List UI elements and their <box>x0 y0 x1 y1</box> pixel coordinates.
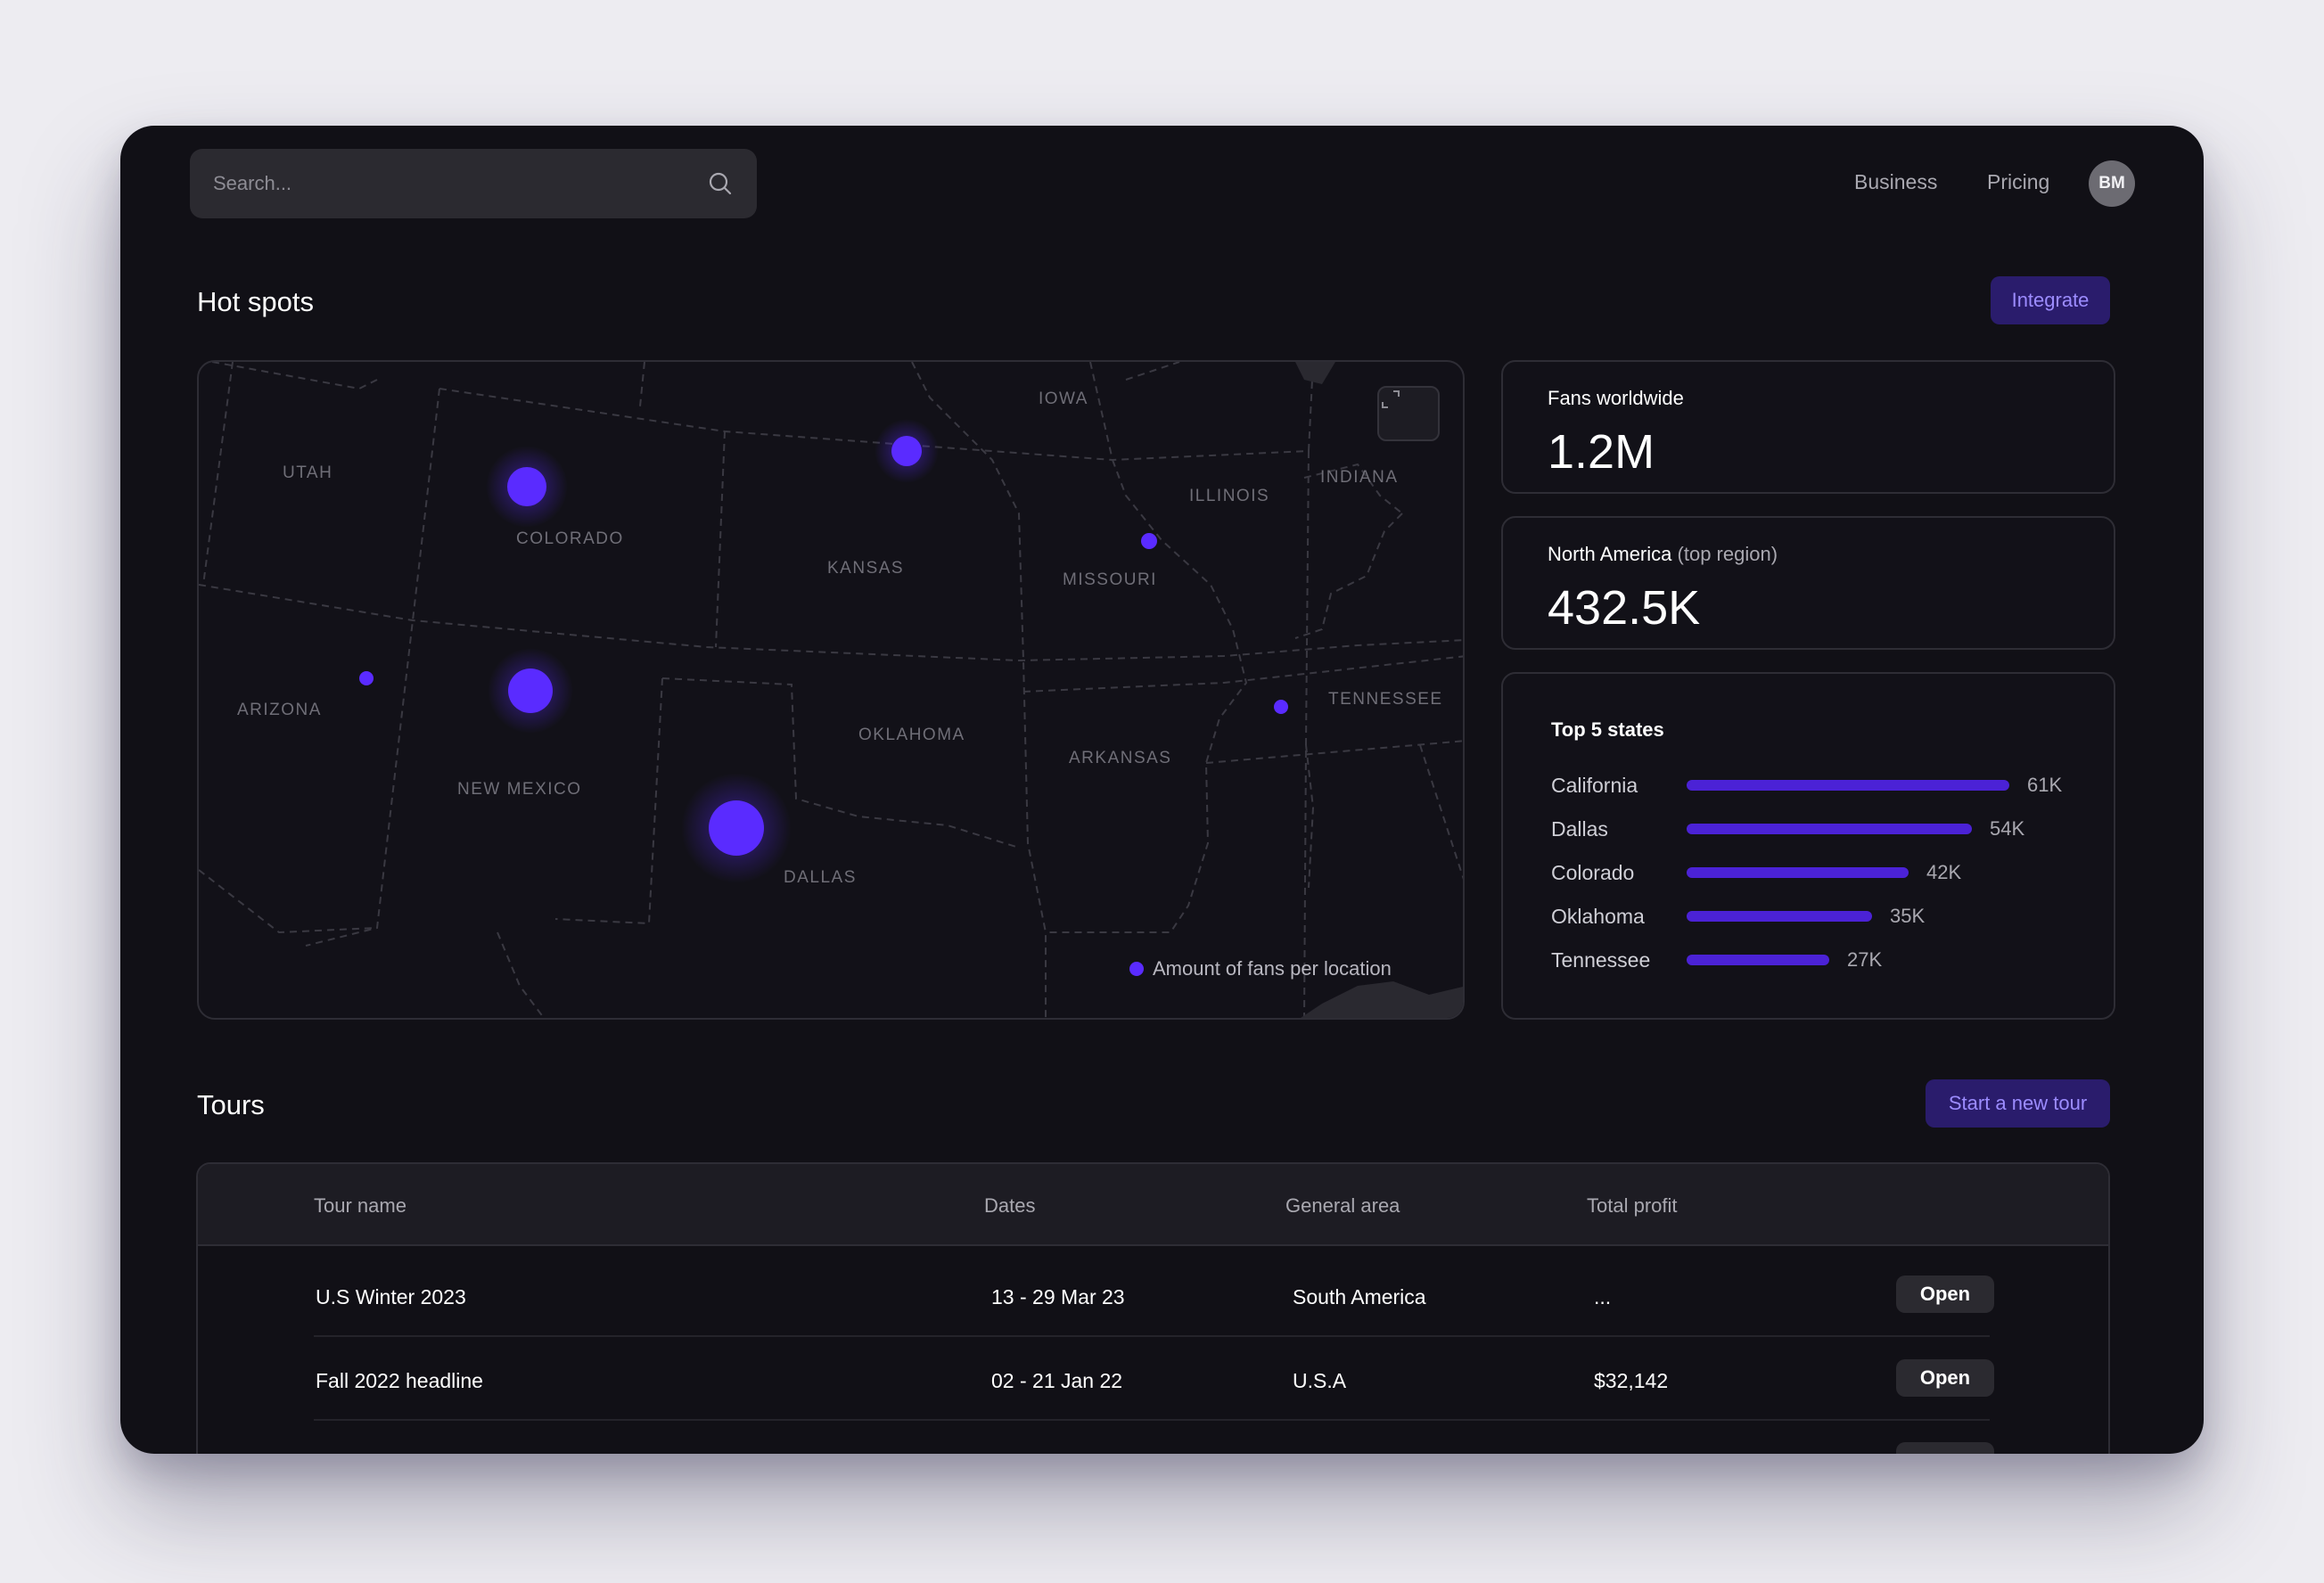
legend-label: Amount of fans per location <box>1153 957 1392 980</box>
app-window: Business Pricing BM Hot spots Integrate <box>120 126 2204 1454</box>
table-row[interactable] <box>314 1421 1994 1454</box>
map-label-dallas: DALLAS <box>784 868 857 887</box>
top-states-title: Top 5 states <box>1551 718 1664 741</box>
map-canvas: UTAH COLORADO KANSAS IOWA ILLINOIS INDIA… <box>199 362 1463 1018</box>
top-region-label: North America (top region) <box>1548 543 1778 566</box>
state-value: 35K <box>1890 905 1926 927</box>
nav-business-link[interactable]: Business <box>1854 170 1938 193</box>
state-bar <box>1687 911 1872 922</box>
tour-area-cell: South America <box>1293 1285 1426 1308</box>
hotspot-colorado[interactable] <box>507 467 546 506</box>
coastline-shape <box>1301 981 1463 1018</box>
map-label-new-mexico: NEW MEXICO <box>457 780 582 799</box>
state-name: Dallas <box>1551 816 1608 841</box>
fans-worldwide-label: Fans worldwide <box>1548 387 1684 409</box>
column-header-total-profit[interactable]: Total profit <box>1587 1194 1678 1217</box>
state-name: Colorado <box>1551 860 1635 884</box>
column-header-tour-name[interactable]: Tour name <box>314 1194 406 1217</box>
hotspot-dallas[interactable] <box>709 800 764 856</box>
state-bar <box>1687 824 1972 834</box>
tour-dates-cell: 02 - 21 Jan 22 <box>991 1369 1123 1392</box>
hotspot-new-mexico[interactable] <box>508 668 553 713</box>
hotspot-missouri[interactable] <box>1141 533 1157 549</box>
nav-pricing-link[interactable]: Pricing <box>1987 170 2050 193</box>
expand-icon <box>1382 390 1400 408</box>
table-row[interactable]: Fall 2022 headline 02 - 21 Jan 22 U.S.A … <box>314 1337 1994 1421</box>
state-name: California <box>1551 773 1638 797</box>
search-bar[interactable] <box>190 149 757 218</box>
integrate-button[interactable]: Integrate <box>1991 276 2110 324</box>
open-tour-button[interactable]: Open <box>1896 1275 1994 1313</box>
search-input[interactable] <box>213 172 707 195</box>
state-row: Colorado 42K <box>1551 859 2086 886</box>
search-icon[interactable] <box>707 170 734 197</box>
hotspot-nebraska[interactable] <box>891 436 922 466</box>
map-label-arizona: ARIZONA <box>237 701 322 719</box>
fan-hotspots <box>359 419 1288 883</box>
state-row: Dallas 54K <box>1551 816 2086 842</box>
column-header-dates[interactable]: Dates <box>984 1194 1036 1217</box>
state-value: 42K <box>1926 861 1962 883</box>
top-region-name: North America <box>1548 543 1672 565</box>
state-bar <box>1687 780 2009 791</box>
map-label-oklahoma: OKLAHOMA <box>858 726 965 744</box>
state-value: 54K <box>1990 817 2025 840</box>
map-label-iowa: IOWA <box>1039 390 1088 408</box>
state-borders <box>199 362 1463 1018</box>
lake-shape <box>1295 362 1335 384</box>
tours-table: Tour name Dates General area Total profi… <box>196 1162 2110 1454</box>
tour-area-cell: U.S.A <box>1293 1369 1347 1392</box>
state-value: 61K <box>2027 774 2063 796</box>
map-label-missouri: MISSOURI <box>1063 570 1157 589</box>
hotspot-arizona[interactable] <box>359 671 374 685</box>
open-tour-button[interactable]: Open <box>1896 1359 1994 1397</box>
map-label-kansas: KANSAS <box>827 559 904 578</box>
tours-title: Tours <box>197 1089 265 1120</box>
tour-dates-cell: 13 - 29 Mar 23 <box>991 1285 1125 1308</box>
map-label-arkansas: ARKANSAS <box>1069 749 1171 767</box>
state-name: Tennessee <box>1551 947 1651 972</box>
expand-map-button[interactable] <box>1377 386 1440 441</box>
map-label-illinois: ILLINOIS <box>1189 487 1269 505</box>
tour-profit-cell: $32,142 <box>1594 1369 1669 1392</box>
table-header: Tour name Dates General area Total profi… <box>198 1164 2108 1246</box>
fans-worldwide-value: 1.2M <box>1548 425 1655 479</box>
open-tour-button[interactable] <box>1896 1442 1994 1454</box>
map-label-tennessee: TENNESSEE <box>1328 690 1443 709</box>
top-region-card: North America (top region) 432.5K <box>1501 516 2115 650</box>
state-bar <box>1687 867 1909 878</box>
hot-spots-map[interactable]: UTAH COLORADO KANSAS IOWA ILLINOIS INDIA… <box>197 360 1465 1020</box>
map-label-indiana: INDIANA <box>1320 468 1399 487</box>
hotspot-tennessee[interactable] <box>1274 700 1288 714</box>
state-bar <box>1687 955 1829 965</box>
state-row: Oklahoma 35K <box>1551 903 2086 930</box>
map-label-colorado: COLORADO <box>516 529 624 548</box>
fans-worldwide-card: Fans worldwide 1.2M <box>1501 360 2115 494</box>
column-header-general-area[interactable]: General area <box>1285 1194 1400 1217</box>
table-row[interactable]: U.S Winter 2023 13 - 29 Mar 23 South Ame… <box>314 1253 1994 1337</box>
tour-profit-cell: ... <box>1594 1285 1612 1308</box>
state-row: California 61K <box>1551 772 2086 799</box>
top-states-card: Top 5 states California 61K Dallas 54K C… <box>1501 672 2115 1020</box>
state-value: 27K <box>1847 948 1883 971</box>
state-row: Tennessee 27K <box>1551 947 2086 973</box>
avatar[interactable]: BM <box>2089 160 2135 207</box>
top-region-value: 432.5K <box>1548 581 1701 635</box>
tour-name-cell: Fall 2022 headline <box>316 1369 483 1392</box>
map-label-utah: UTAH <box>283 463 333 482</box>
hot-spots-title: Hot spots <box>197 286 314 317</box>
legend-dot-icon <box>1129 962 1144 976</box>
tour-name-cell: U.S Winter 2023 <box>316 1285 466 1308</box>
top-region-suffix: (top region) <box>1677 543 1778 565</box>
start-new-tour-button[interactable]: Start a new tour <box>1926 1079 2110 1128</box>
state-name: Oklahoma <box>1551 904 1645 928</box>
state-labels: UTAH COLORADO KANSAS IOWA ILLINOIS INDIA… <box>237 390 1443 887</box>
map-legend: Amount of fans per location <box>1129 957 1392 980</box>
